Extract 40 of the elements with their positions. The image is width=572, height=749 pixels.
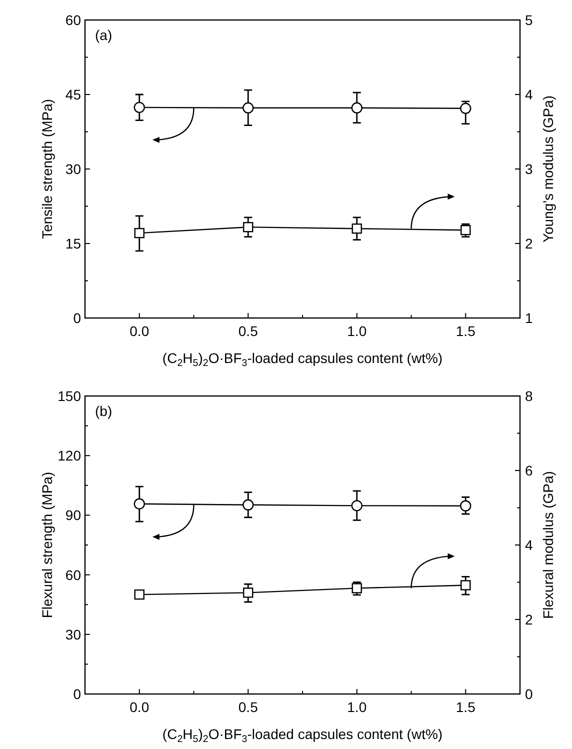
y2-tick-label: 8 xyxy=(525,388,533,404)
y-tick-label: 45 xyxy=(65,86,82,102)
x-tick-label: 0.0 xyxy=(130,323,150,339)
y-tick-label: 15 xyxy=(65,236,82,252)
y-tick-label: 150 xyxy=(58,388,82,404)
y-tick-label: 120 xyxy=(58,448,82,464)
point xyxy=(460,580,471,590)
y2-tick-label: 4 xyxy=(525,86,533,102)
y-tick-label: 30 xyxy=(65,161,82,177)
annotation: (a) xyxy=(95,27,112,43)
y-axis-title: Flexural strength (MPa) xyxy=(39,472,55,618)
y2-tick-label: 6 xyxy=(525,462,533,478)
y-tick-label: 0 xyxy=(73,310,82,326)
y2-tick-label: 2 xyxy=(525,612,533,628)
y2-axis-title: Flexural modulus (GPa) xyxy=(540,471,556,619)
annotation: (b) xyxy=(95,403,112,419)
y-tick-label: 90 xyxy=(65,507,82,524)
y2-tick-label: 4 xyxy=(525,537,533,553)
y-tick-label: 30 xyxy=(65,626,82,642)
x-tick-label: 1.5 xyxy=(456,699,476,715)
y-axis-title: Tensile strength (MPa) xyxy=(39,98,55,240)
y-tick-label: 60 xyxy=(65,566,82,583)
x-tick-label: 1.0 xyxy=(347,323,367,339)
y2-tick-label: 5 xyxy=(525,12,533,28)
x-tick-label: 0.5 xyxy=(238,699,258,715)
x-tick-label: 1.5 xyxy=(456,323,476,339)
y-tick-label: 0 xyxy=(73,686,82,702)
y2-tick-label: 2 xyxy=(525,236,533,252)
y-tick-label: 60 xyxy=(65,12,82,28)
point xyxy=(134,589,144,600)
point xyxy=(243,588,254,598)
y2-tick-label: 0 xyxy=(525,686,533,702)
x-tick-label: 0.0 xyxy=(130,699,150,715)
text: (C$_{2}$H$_{5}$)$_{2}$O·BF$_{3}$-loaded capsules content (wt%) xyxy=(162,350,443,368)
x-tick-label: 0.5 xyxy=(238,323,258,339)
y2-axis-title: Young’s modulus (GPa) xyxy=(540,95,556,243)
y2-tick-label: 3 xyxy=(525,161,533,177)
y2-tick-label: 1 xyxy=(525,310,533,326)
x-tick-label: 1.0 xyxy=(347,699,367,715)
text: (C$_{2}$H$_{5}$)$_{2}$O·BF$_{3}$-loaded capsules content (wt%) xyxy=(162,726,443,744)
